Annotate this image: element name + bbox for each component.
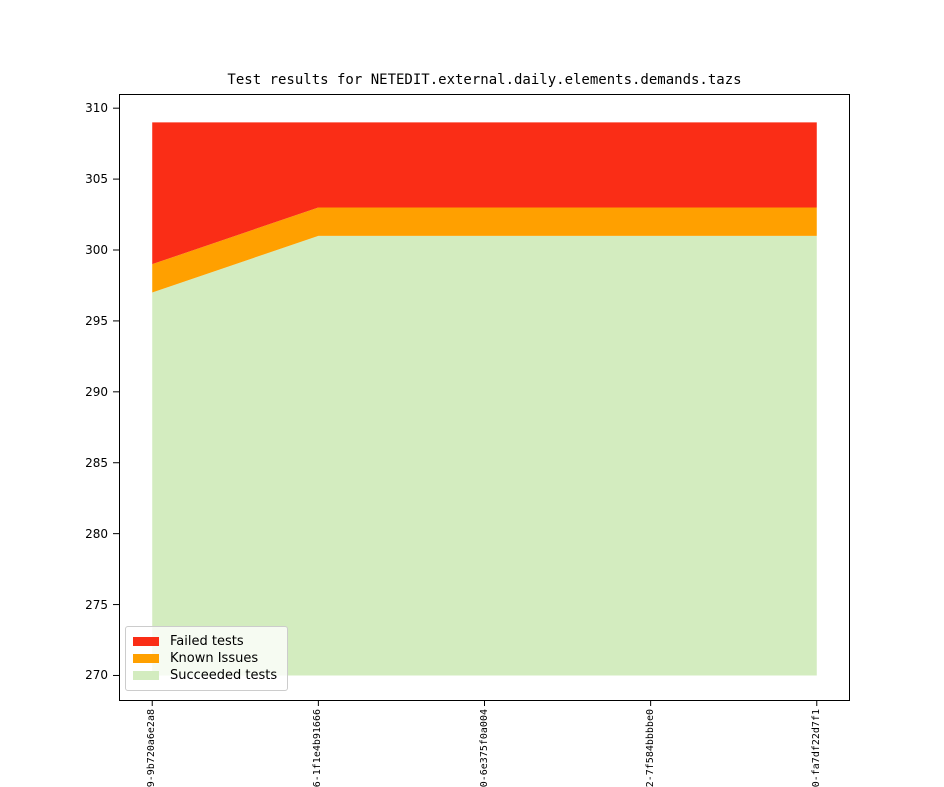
legend-label: Known Issues [170,651,259,666]
stacked-area-plot [113,94,850,706]
legend-item-succeeded-tests: Succeeded tests [133,668,278,683]
legend-item-known-issues: Known Issues [133,651,278,666]
y-tick-label: 295 [85,313,108,328]
y-tick-label: 305 [85,172,108,187]
x-tick-label: 0-6e375f0a004 [478,709,490,787]
legend-label: Succeeded tests [170,668,278,683]
area-failed-tests [152,122,817,265]
legend-swatch-succeeded-tests [133,671,159,680]
legend-swatch-known-issues [133,654,159,663]
y-tick-label: 310 [85,101,108,116]
x-tick-label: 2-7f584bbbbe0 [644,709,656,787]
chart-title: Test results for NETEDIT.external.daily.… [227,72,742,88]
y-tick-label: 275 [85,597,108,612]
x-tick-label: 00-fa7df22d7f1 [810,709,822,787]
x-tick-label: 9-9b720a6e2a8 [146,709,158,787]
y-tick-label: 270 [85,668,108,683]
y-tick-label: 285 [85,455,108,470]
legend-swatch-failed-tests [133,637,159,646]
legend-item-failed-tests: Failed tests [133,634,278,649]
area-known-issues [152,207,817,293]
legend-label: Failed tests [170,634,244,649]
x-tick-label: 6-1f1e4b91666 [312,709,324,787]
legend: Failed tests Known Issues Succeeded test… [125,626,288,691]
y-tick-label: 280 [85,526,108,541]
y-tick-label: 300 [85,243,108,257]
y-tick-label: 290 [85,384,108,399]
area-succeeded-tests [152,235,817,676]
